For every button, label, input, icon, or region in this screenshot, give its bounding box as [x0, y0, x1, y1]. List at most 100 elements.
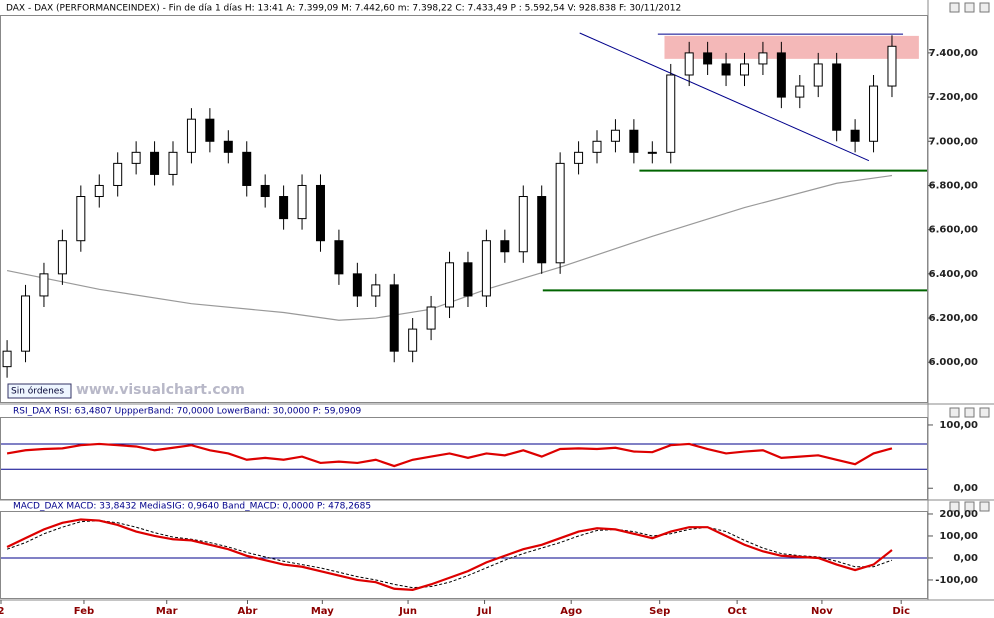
- indicator-header: RSI_DAX RSI: 63,4807 UppperBand: 70,0000…: [13, 407, 362, 417]
- candle-body: [131, 151, 141, 164]
- candle-body: [481, 240, 491, 297]
- candle-body: [776, 52, 786, 98]
- window-buttons[interactable]: [949, 2, 990, 512]
- status[interactable]: Sin órdenes: [11, 386, 64, 397]
- candle-body: [279, 196, 289, 220]
- candle-body: [555, 162, 565, 264]
- candle-body: [869, 85, 879, 142]
- candle-body: [445, 262, 455, 308]
- candle-body: [408, 328, 418, 352]
- candle-body: [647, 151, 657, 154]
- plot-area: [2, 32, 927, 378]
- y-tick-label: 0,00: [953, 553, 978, 564]
- trend-line: [579, 32, 870, 162]
- y-tick-label: 7.200,00: [929, 92, 978, 103]
- candle-body: [813, 63, 823, 87]
- candle-body: [2, 350, 12, 368]
- maximize-button[interactable]: [964, 2, 975, 13]
- candle-body: [610, 129, 620, 142]
- indicator-header: MACD_DAX MACD: 33,8432 MediaSIG: 0,9640 …: [13, 502, 371, 512]
- x-tick-label: Ago: [560, 606, 582, 617]
- close-button[interactable]: [979, 501, 990, 512]
- candle-body: [242, 151, 252, 186]
- x-tick-label: Abr: [238, 606, 258, 617]
- x-tick-label: Jun: [398, 606, 417, 617]
- candle-body: [721, 63, 731, 76]
- candle-body: [334, 240, 344, 275]
- candle-body: [150, 151, 160, 175]
- candle-body: [887, 45, 897, 87]
- plot-area: [1, 442, 927, 470]
- candle-body: [186, 118, 196, 153]
- candle-body: [352, 273, 362, 297]
- close-button[interactable]: [979, 2, 990, 13]
- x-tick-label: Dic: [892, 606, 910, 617]
- x-tick-label: May: [311, 606, 334, 617]
- candle-body: [389, 284, 399, 352]
- maximize-button[interactable]: [964, 501, 975, 512]
- indicator-line: [6, 518, 893, 591]
- candle-body: [850, 129, 860, 142]
- minimize-button[interactable]: [949, 501, 960, 512]
- candle-body: [463, 262, 473, 297]
- x-tick-label: Nov: [811, 606, 833, 617]
- candle-body: [315, 184, 325, 242]
- candle-body: [113, 162, 123, 186]
- candle-body: [57, 240, 67, 275]
- x-tick-label: 2: [0, 606, 5, 617]
- y-tick-label: 6.000,00: [929, 357, 978, 368]
- candle-body: [76, 196, 86, 242]
- y-tick-label: 7.000,00: [929, 136, 978, 147]
- y-tick-label: -100,00: [935, 575, 978, 586]
- minimize-button[interactable]: [949, 407, 960, 418]
- candle-body: [297, 184, 307, 220]
- y-tick-label: 6.800,00: [929, 180, 978, 191]
- candle-body: [832, 63, 842, 131]
- x-tick-label: Sep: [649, 606, 670, 617]
- watermark: www.visualchart.com: [76, 382, 245, 398]
- candle-body: [537, 196, 547, 264]
- candle-body: [518, 196, 528, 253]
- y-tick-label: 100,00: [939, 531, 978, 542]
- candle-body: [94, 184, 104, 198]
- y-tick-label: 100,00: [939, 420, 978, 431]
- x-tick-label: Oct: [728, 606, 747, 617]
- minimize-button[interactable]: [949, 2, 960, 13]
- candle-body: [739, 63, 749, 76]
- indicator-line: [6, 442, 893, 468]
- resistance-zone: [664, 35, 919, 59]
- y-tick-label: 7.400,00: [929, 48, 978, 59]
- maximize-button[interactable]: [964, 407, 975, 418]
- candle-body: [260, 184, 270, 198]
- candle-body: [39, 273, 49, 297]
- header: DAX - DAX (PERFORMANCEINDEX) - Fin de dí…: [6, 4, 681, 14]
- status-box[interactable]: [7, 383, 72, 399]
- candle-body: [21, 295, 31, 352]
- x-tick-label: Mar: [156, 606, 178, 617]
- candle-body: [205, 118, 215, 142]
- y-tick-label: 6.600,00: [929, 225, 978, 236]
- y-tick-label: 6.400,00: [929, 269, 978, 280]
- candle-body: [758, 52, 768, 65]
- candle-body: [592, 140, 602, 153]
- plot-area: [1, 518, 927, 591]
- candle-body: [168, 151, 178, 175]
- candle-body: [795, 85, 805, 98]
- candle-body: [574, 151, 584, 164]
- candle-body: [426, 306, 436, 330]
- candle-body: [629, 129, 639, 153]
- y-tick-label: 200,00: [939, 509, 978, 520]
- candle-body: [223, 140, 233, 153]
- candle-body: [371, 284, 381, 297]
- candle-body: [666, 74, 676, 153]
- x-tick-label: Jul: [476, 606, 491, 617]
- candle-body: [500, 240, 510, 253]
- plots: 6.000,00 6.200,00 6.400,00 6.600,00 6.800,00…: [0, 32, 978, 617]
- y-tick-label: 0,00: [953, 483, 978, 494]
- candle-body: [684, 52, 694, 76]
- indicator-line: [6, 520, 893, 589]
- close-button[interactable]: [979, 407, 990, 418]
- candle-body: [703, 52, 713, 65]
